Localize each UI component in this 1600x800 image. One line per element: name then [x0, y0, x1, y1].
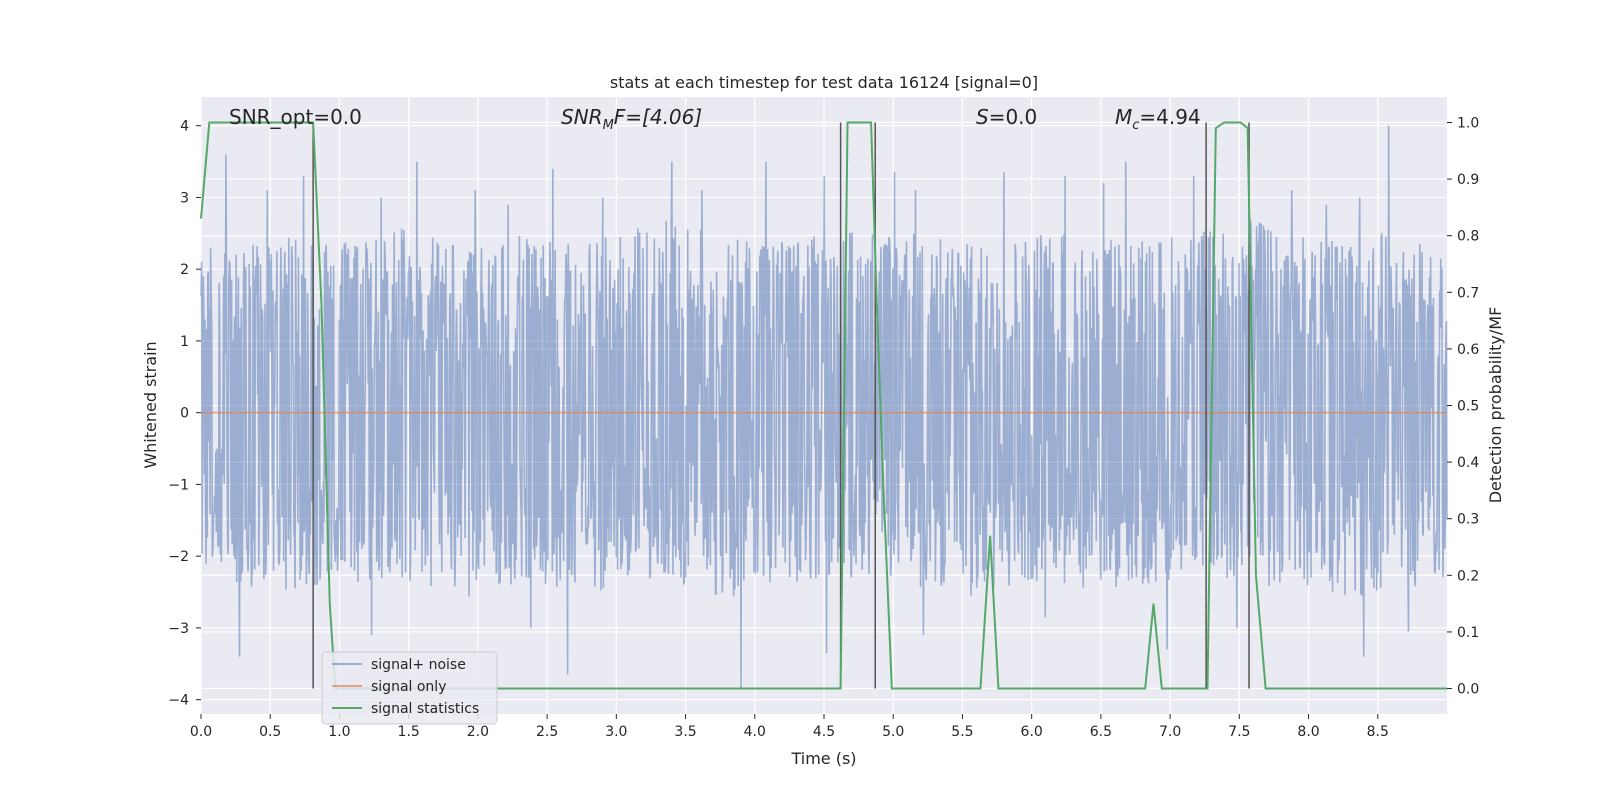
x-tick-label: 0.5	[259, 724, 281, 740]
x-tick-label: 8.0	[1297, 724, 1319, 740]
x-tick-label: 2.0	[467, 724, 489, 740]
y-tick-label: −3	[168, 621, 189, 637]
x-tick-label: 0.0	[190, 724, 212, 740]
y2-axis-ticks: 1.0 0.9 0.8 0.7 0.6 0.5 0.4 0.3 0.2 0.1 0.0	[1447, 115, 1479, 698]
x-tick-label: 1.5	[398, 724, 420, 740]
annotation-snr-mf-sub: M	[603, 118, 614, 133]
y-tick-label: 1	[180, 334, 189, 350]
annotation-s: S=0.0	[976, 105, 1037, 129]
x-tick-label: 3.0	[605, 724, 627, 740]
y2-tick-label: 0.3	[1457, 512, 1479, 528]
annotation-s-main: S	[976, 105, 989, 129]
annotation-snr-mf: SNRMF=[4.06]	[561, 105, 702, 133]
legend-label-signal-noise: signal+ noise	[371, 657, 466, 673]
y-tick-label: 3	[180, 190, 189, 206]
y2-tick-label: 0.9	[1457, 172, 1479, 188]
y-tick-label: −2	[168, 549, 189, 565]
y2-tick-label: 0.5	[1457, 399, 1479, 415]
annotation-s-rest: =0.0	[989, 105, 1038, 129]
x-tick-label: 6.5	[1090, 724, 1112, 740]
annotation-snr-opt: SNR_opt=0.0	[229, 105, 362, 129]
annotation-mc-rest: =4.94	[1139, 105, 1200, 129]
x-tick-label: 7.0	[1159, 724, 1181, 740]
y2-tick-label: 0.8	[1457, 229, 1479, 245]
x-axis-ticks: 0.0 0.5 1.0 1.5 2.0 2.5 3.0 3.5 4.0 4.5 5.0 5.5 6.0 6…	[190, 714, 1389, 740]
y2-tick-label: 0.4	[1457, 455, 1479, 471]
y-tick-label: 0	[180, 406, 189, 422]
x-tick-label: 4.0	[744, 724, 766, 740]
y-axis-label: Whitened strain	[141, 341, 160, 468]
signal-noise-line	[200, 125, 1448, 689]
annotation-mc: Mc=4.94	[1115, 105, 1201, 133]
y2-tick-label: 0.2	[1457, 568, 1479, 584]
signal-statistics-series	[200, 121, 1447, 690]
annotation-mc-sub: c	[1132, 118, 1139, 133]
x-tick-label: 1.0	[328, 724, 350, 740]
x-tick-label: 3.5	[674, 724, 696, 740]
y2-tick-label: 1.0	[1457, 115, 1479, 131]
y2-tick-label: 0.7	[1457, 285, 1479, 301]
annotation-snr-mf-rest-f: F=[4.06]	[614, 105, 702, 129]
y-tick-label: −4	[168, 693, 189, 709]
x-tick-label: 4.5	[813, 724, 835, 740]
y2-axis-label: Detection probability/MF	[1486, 307, 1505, 504]
x-tick-label: 7.5	[1228, 724, 1250, 740]
legend-box	[321, 651, 498, 725]
y2-tick-label: 0.0	[1457, 682, 1479, 698]
annotation-mc-main: M	[1115, 105, 1132, 129]
y-tick-label: 2	[180, 262, 189, 278]
x-tick-label: 8.5	[1367, 724, 1389, 740]
x-tick-label: 5.0	[882, 724, 904, 740]
y-tick-label: −1	[168, 477, 189, 493]
signal-statistics-line	[200, 121, 1447, 690]
y-axis-ticks: 4 3 2 1 0 −1 −2 −3 −4	[168, 119, 201, 709]
y2-tick-label: 0.6	[1457, 342, 1479, 358]
legend: signal+ noise signal only signal statist…	[321, 651, 498, 725]
x-axis-label: Time (s)	[790, 749, 856, 768]
x-tick-label: 2.5	[536, 724, 558, 740]
y-tick-label: 4	[180, 119, 189, 135]
x-tick-label: 6.0	[1021, 724, 1043, 740]
annotation-snr-mf-main: SNR	[561, 105, 603, 129]
legend-label-signal-statistics: signal statistics	[371, 701, 479, 717]
signal-noise-series	[200, 125, 1448, 689]
chart-title: stats at each timestep for test data 161…	[610, 73, 1038, 92]
legend-label-signal-only: signal only	[371, 679, 446, 695]
y2-tick-label: 0.1	[1457, 625, 1479, 641]
x-tick-label: 5.5	[951, 724, 973, 740]
